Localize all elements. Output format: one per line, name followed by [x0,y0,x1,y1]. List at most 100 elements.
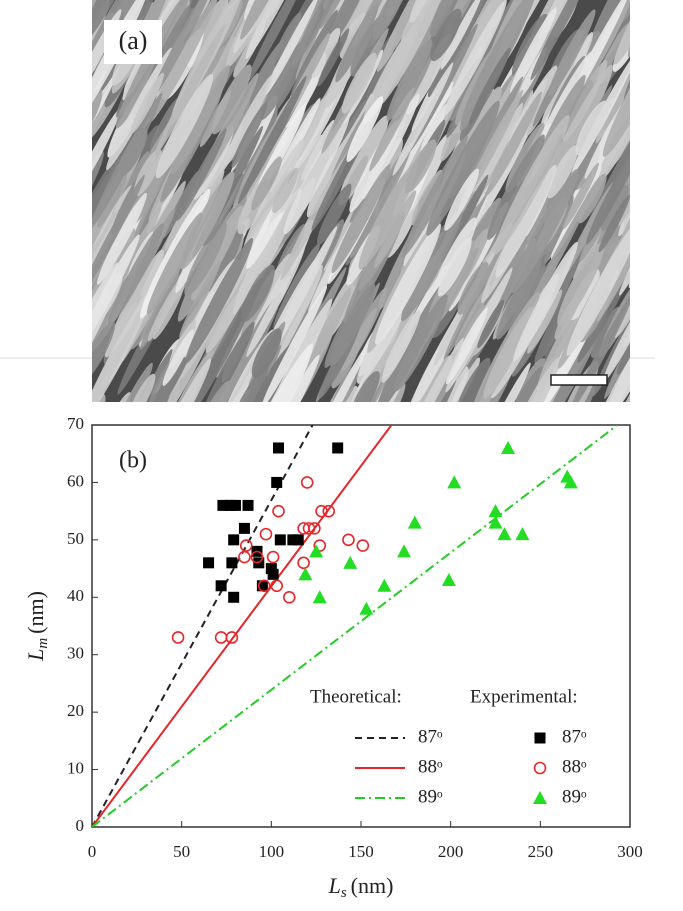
plot-frame [91,424,631,828]
nanorod [311,27,341,78]
marker-triangle [488,515,503,529]
nanorod [319,0,370,29]
nanorod [548,9,596,97]
marker-circle [533,761,547,775]
x-tick-label: 50 [173,842,190,861]
marker-square [265,563,277,575]
nanorod [627,0,668,12]
nanorod [404,337,464,402]
marker-triangle [501,440,516,454]
marker-circle [171,631,185,644]
marker-circle [266,550,280,564]
marker-square [217,499,229,511]
nanorod [92,262,119,391]
nanorod [393,294,448,392]
theory-line [92,425,314,827]
nanorod [577,173,607,224]
nanorod [186,277,263,402]
marker-circle [300,476,314,489]
nanorod [602,22,630,157]
nanorod [595,22,630,144]
nanorod [148,0,219,123]
nanorod [599,68,630,182]
nanorod [92,88,103,149]
nanorod [386,39,432,122]
marker-circle [308,522,321,535]
nanorod [629,70,630,172]
nanorod [211,64,252,135]
nanorod [603,287,630,382]
marker-triangle [359,601,374,615]
nanorod [601,184,629,231]
nanorod [375,223,442,345]
nanorod [317,28,350,87]
nanorod [146,212,203,315]
nanorod [296,340,371,402]
nanorod [219,74,273,174]
nanorod [92,287,155,402]
marker-square [274,534,286,546]
nanorod [264,0,319,96]
nanorod [585,134,630,245]
nanorod [130,72,164,135]
marker-square [226,557,238,569]
nanorod [440,0,483,70]
nanorod [460,0,537,127]
x-tick-label: 100 [259,842,285,861]
axis-subscript: s [341,885,347,901]
nanorod [254,354,320,402]
panel-label: (a) [119,26,148,55]
y-tick-label: 60 [67,471,84,490]
nanorod [401,208,463,322]
x-axis-label: Ls (nm) [328,873,394,901]
nanorod [231,102,268,168]
nanorod [358,162,418,270]
nanorod [510,7,557,94]
nanorod [386,201,419,258]
nanorod [631,32,683,121]
nanorod [184,221,227,297]
marker-square [271,476,283,488]
nanorod [448,56,485,121]
x-tick-label: 0 [88,842,97,861]
nanorod [147,278,182,342]
nanorod [246,275,291,357]
nanorod [154,24,226,156]
marker-circle [315,504,328,518]
nanorod [221,362,269,402]
nanorod [92,320,116,382]
nanorod [547,145,579,199]
nanorod [407,371,459,402]
y-tick-label: 40 [67,586,84,605]
y-tick-label: 50 [67,529,84,548]
nanorod [372,0,406,40]
x-tick-label: 300 [617,842,643,861]
marker-square [534,732,546,744]
nanorod [381,326,413,383]
nanorod [291,0,348,68]
nanorod [374,190,417,269]
y-tick-label: 30 [67,644,84,663]
marker-square [203,557,215,569]
x-tick-label: 150 [348,842,374,861]
nanorod [377,0,440,72]
scale-bar [550,374,608,386]
nanorod [128,373,156,402]
marker-triangle [407,515,422,529]
nanorod [477,299,505,349]
nanorod [179,260,221,338]
nanorod [92,278,127,351]
marker-triangle [488,504,503,518]
marker-circle [270,579,284,593]
sem-texture [92,0,683,402]
marker-square [228,534,240,546]
nanorod [156,358,212,402]
marker-circle [250,550,264,564]
nanorod [240,0,303,40]
marker-circle [272,504,285,518]
nanorod [627,0,630,57]
nanorod [251,328,282,378]
marker-triangle [533,791,547,804]
marker-circle [322,504,336,518]
axis-unit: (nm) [351,873,394,898]
